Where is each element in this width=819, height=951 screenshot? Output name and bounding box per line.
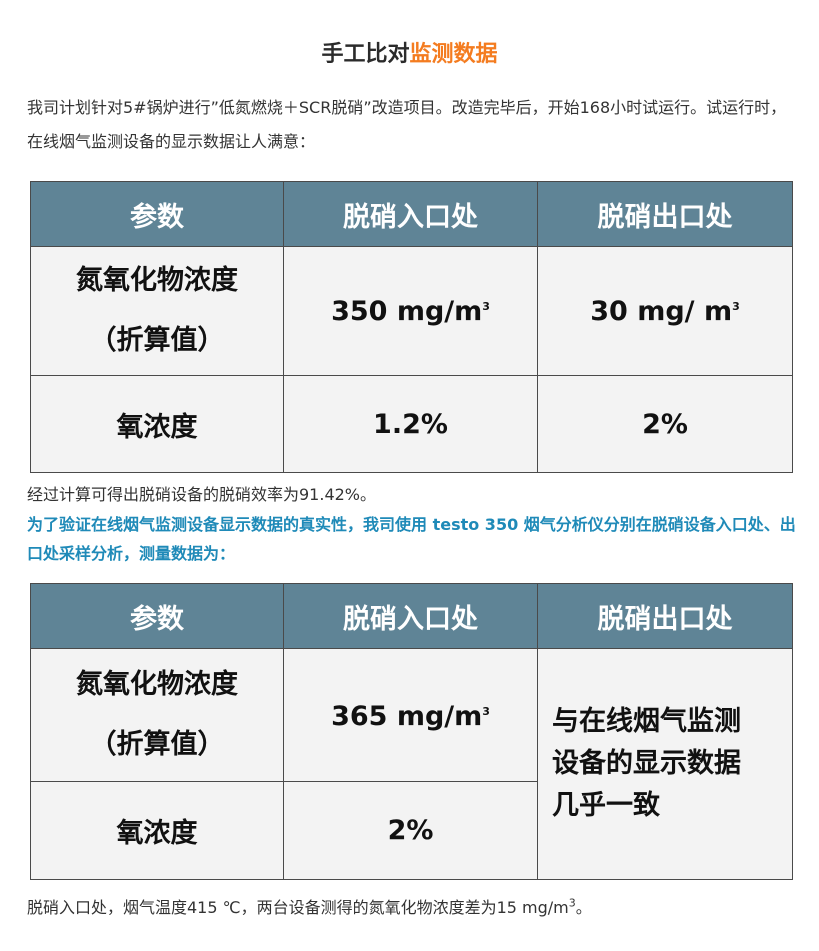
nox-inlet-sup: 3 — [482, 705, 490, 718]
nox-outlet-text: 30 mg/ m — [590, 295, 733, 327]
param-nox-line2: （折算值） — [89, 729, 225, 760]
table-row: 氧浓度 1.2% 2% — [30, 375, 793, 473]
table-row: 氧浓度 2% — [30, 781, 793, 880]
param-nox-line1: 氮氧化物浓度 — [76, 265, 238, 296]
header-param: 参数 — [30, 583, 284, 649]
efficiency-text: 经过计算可得出脱硝设备的脱硝效率为91.42%。 — [27, 485, 377, 504]
conclusion-end: 。 — [575, 898, 592, 917]
header-inlet: 脱硝入口处 — [283, 181, 538, 247]
param-nox: 氮氧化物浓度 （折算值） — [30, 648, 284, 782]
param-nox-line1: 氮氧化物浓度 — [76, 669, 238, 700]
outlet-note: 与在线烟气监测 设备的显示数据 几乎一致 — [537, 648, 793, 880]
nox-outlet-sup: 3 — [732, 299, 740, 313]
oxygen-outlet-value: 2% — [537, 375, 793, 473]
conclusion-sup: 3 — [568, 896, 576, 910]
header-param: 参数 — [30, 181, 284, 247]
header-outlet: 脱硝出口处 — [537, 583, 793, 649]
nox-inlet-text: 365 mg/m — [331, 701, 483, 732]
table-header-row: 参数 脱硝入口处 脱硝出口处 — [30, 181, 793, 247]
page-title: 手工比对监测数据 — [0, 36, 819, 68]
param-nox-line2: （折算值） — [89, 325, 225, 356]
conclusion-body: 脱硝入口处，烟气温度415 ℃，两台设备测得的氮氧化物浓度差为15 mg/m — [27, 898, 569, 917]
outlet-note-line2: 设备的显示数据 — [552, 748, 741, 779]
oxygen-inlet-value: 2% — [283, 781, 538, 880]
oxygen-inlet-value: 1.2% — [283, 375, 538, 473]
title-accent: 监测数据 — [409, 42, 498, 67]
outlet-note-line1: 与在线烟气监测 — [552, 706, 741, 737]
nox-inlet-value: 350 mg/m3 — [283, 246, 538, 376]
nox-inlet-text: 350 mg/m — [331, 295, 483, 327]
table-header-row: 参数 脱硝入口处 脱硝出口处 — [30, 583, 793, 649]
manual-measure-table: 参数 脱硝入口处 脱硝出口处 氮氧化物浓度 （折算值） 365 mg/m3 与在… — [30, 583, 793, 880]
param-oxygen: 氧浓度 — [30, 375, 284, 473]
header-outlet: 脱硝出口处 — [537, 181, 793, 247]
param-nox: 氮氧化物浓度 （折算值） — [30, 246, 284, 376]
online-monitor-table: 参数 脱硝入口处 脱硝出口处 氮氧化物浓度 （折算值） 350 mg/m3 30… — [30, 181, 793, 473]
table-row: 氮氧化物浓度 （折算值） 365 mg/m3 与在线烟气监测 设备的显示数据 几… — [30, 648, 793, 880]
verification-text: 为了验证在线烟气监测设备显示数据的真实性，我司使用 testo 350 烟气分析… — [27, 515, 796, 563]
title-main: 手工比对 — [321, 42, 410, 67]
header-inlet: 脱硝入口处 — [283, 583, 538, 649]
intro-paragraph: 我司计划针对5#锅炉进行”低氮燃烧＋SCR脱硝”改造项目。改造完毕后，开始168… — [27, 98, 787, 151]
param-oxygen: 氧浓度 — [30, 781, 284, 880]
table-row: 氮氧化物浓度 （折算值） 350 mg/m3 30 mg/ m3 — [30, 246, 793, 376]
nox-outlet-value: 30 mg/ m3 — [537, 246, 793, 376]
nox-inlet-value: 365 mg/m3 — [283, 648, 538, 782]
outlet-note-line3: 几乎一致 — [552, 790, 660, 821]
nox-inlet-sup: 3 — [482, 299, 490, 313]
conclusion-text: 脱硝入口处，烟气温度415 ℃，两台设备测得的氮氧化物浓度差为15 mg/m3。 — [27, 891, 797, 925]
